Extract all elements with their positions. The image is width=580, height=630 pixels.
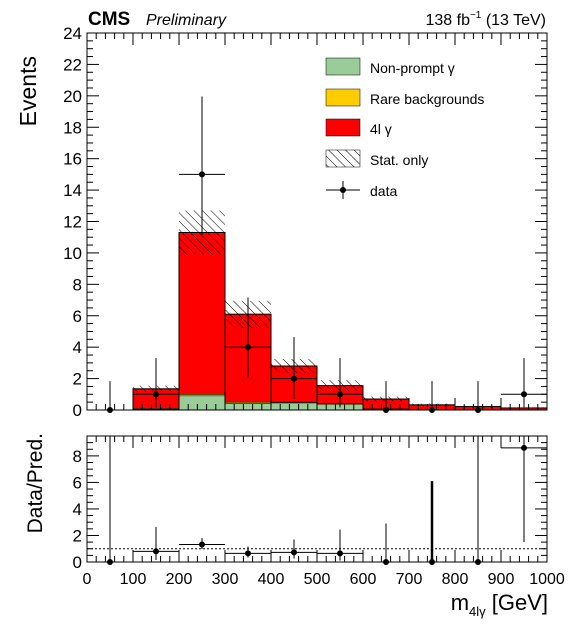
ratio-point-bin-8 xyxy=(475,559,481,565)
bar-rare-backgrounds-bin-3 xyxy=(225,402,271,404)
lumi-value: 138 fb xyxy=(425,12,470,29)
bar-rare-backgrounds-bin-2 xyxy=(179,394,225,396)
data-point-bin-4 xyxy=(291,375,297,382)
ratio-y-tick-label: 4 xyxy=(73,500,82,519)
data-point-bin-8 xyxy=(475,407,481,413)
x-tick-label: 300 xyxy=(212,571,239,588)
main-y-tick-label: 22 xyxy=(63,55,82,74)
main-y-tick-label: 14 xyxy=(63,181,82,200)
x-axis-title-m: m xyxy=(451,590,469,615)
x-tick-label: 800 xyxy=(442,571,469,588)
main-y-tick-label: 24 xyxy=(63,24,82,43)
ratio-point-bin-0 xyxy=(107,559,113,565)
cms-label: CMS xyxy=(88,9,130,30)
main-plot xyxy=(107,96,548,413)
ratio-y-tick-label: 6 xyxy=(73,473,82,492)
legend-swatch-rare xyxy=(325,88,361,107)
x-tick-label: 0 xyxy=(83,571,92,588)
legend-swatch-4lgamma xyxy=(325,118,361,137)
data-point-bin-0 xyxy=(107,407,113,413)
legend-label-stat: Stat. only xyxy=(370,152,428,168)
legend-swatch-stat xyxy=(325,149,361,168)
ratio-y-axis-title: Data/Pred. xyxy=(24,433,47,533)
x-tick-label: 700 xyxy=(396,571,423,588)
ratio-point-bin-2 xyxy=(199,541,205,548)
legend-label-rare: Rare backgrounds xyxy=(370,91,484,107)
x-tick-label: 400 xyxy=(258,571,285,588)
data-point-bin-6 xyxy=(383,407,389,413)
bar-4l--bin-2 xyxy=(179,232,225,395)
ratio-point-bin-6 xyxy=(383,559,389,565)
lumi-label: 138 fb−1 (13 TeV) xyxy=(425,10,546,29)
x-tick-label: 100 xyxy=(120,571,147,588)
main-y-tick-label: 0 xyxy=(73,401,82,420)
main-y-axis-title: Events xyxy=(15,56,41,126)
main-y-tick-label: 18 xyxy=(63,118,82,137)
data-point-bin-1 xyxy=(153,391,159,398)
ratio-y-tick-label: 2 xyxy=(73,526,82,545)
data-point-bin-2 xyxy=(199,171,205,178)
main-y-tick-label: 8 xyxy=(73,275,82,294)
ratio-y-tick-label: 0 xyxy=(73,553,82,572)
legend-label-4lgamma: 4l γ xyxy=(370,121,392,137)
legend-label-data: data xyxy=(370,183,397,199)
main-y-tick-label: 2 xyxy=(73,370,82,389)
x-axis-title: m4lγ [GeV] xyxy=(451,590,548,619)
legend-swatch-nonprompt xyxy=(325,57,361,76)
main-y-tick-label: 16 xyxy=(63,150,82,169)
ratio-plot xyxy=(87,436,547,565)
stat-band-bin-9 xyxy=(501,407,547,409)
main-y-tick-label: 20 xyxy=(63,87,82,106)
ratio-point-bin-9 xyxy=(521,444,527,451)
legend-label-nonprompt: Non-prompt γ xyxy=(370,60,455,76)
ratio-point-bin-5 xyxy=(337,550,343,557)
bar-4l--bin-9 xyxy=(501,407,547,410)
main-y-tick-label: 6 xyxy=(73,307,82,326)
bar-rare-backgrounds-bin-1 xyxy=(133,408,179,410)
main-y-tick-label: 12 xyxy=(63,213,82,232)
ratio-point-bin-1 xyxy=(153,548,159,555)
legend-data-marker xyxy=(340,187,346,193)
lumi-exponent: −1 xyxy=(470,10,482,21)
x-tick-label: 900 xyxy=(488,571,515,588)
legend: Non-prompt γ Rare backgrounds 4l γ Stat.… xyxy=(325,57,484,199)
x-tick-label: 600 xyxy=(350,571,377,588)
x-tick-label: 200 xyxy=(166,571,193,588)
ratio-y-tick-label: 8 xyxy=(73,447,82,466)
main-y-tick-label: 10 xyxy=(63,244,82,263)
main-y-tick-label: 4 xyxy=(73,338,82,357)
x-axis-title-unit: [GeV] xyxy=(486,590,548,615)
x-axis-title-subscript: 4lγ xyxy=(469,604,486,619)
bar-rare-backgrounds-bin-4 xyxy=(271,402,317,403)
data-point-bin-9 xyxy=(521,391,527,398)
x-tick-label: 1000 xyxy=(529,571,565,588)
main-plot-frame xyxy=(86,32,548,411)
ratio-point-bin-4 xyxy=(291,549,297,556)
ratio-point-bin-3 xyxy=(245,550,251,557)
bar-non-prompt--bin-2 xyxy=(179,395,225,410)
preliminary-label: Preliminary xyxy=(146,12,227,29)
x-tick-label: 500 xyxy=(304,571,331,588)
bar-non-prompt--bin-3 xyxy=(225,403,271,410)
ratio-point-bin-7 xyxy=(429,559,435,565)
data-point-bin-7 xyxy=(429,407,435,413)
data-point-bin-5 xyxy=(337,391,343,398)
bar-non-prompt--bin-4 xyxy=(271,402,317,410)
lumi-energy: (13 TeV) xyxy=(481,12,546,29)
data-point-bin-3 xyxy=(245,344,251,351)
